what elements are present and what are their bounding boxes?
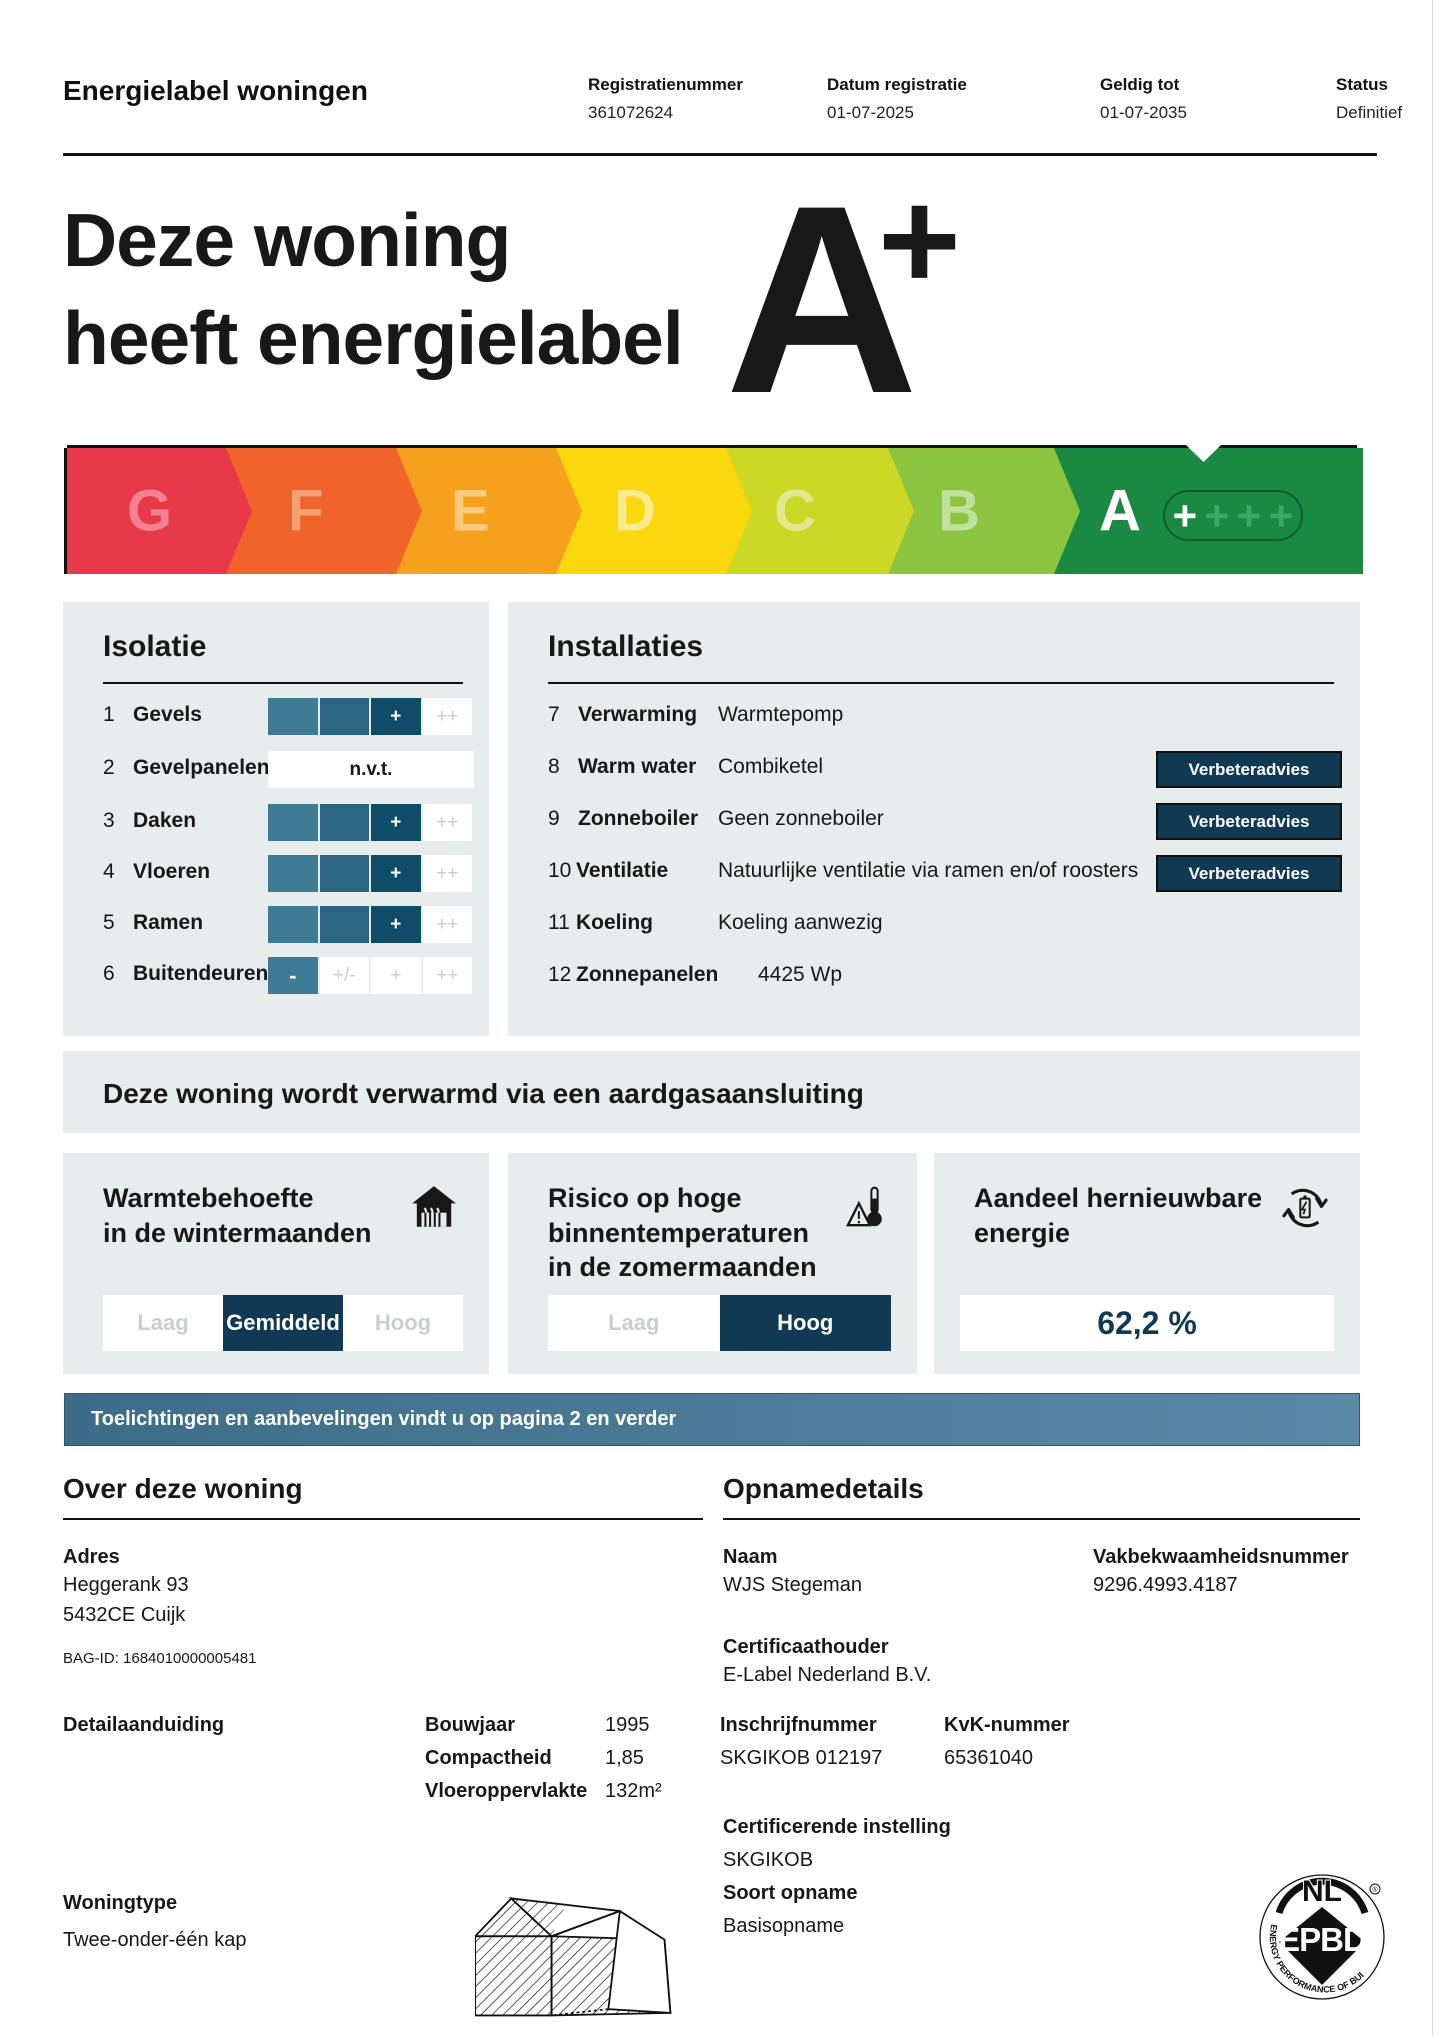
- svg-text:EPBD: EPBD: [1278, 1921, 1366, 1958]
- svg-text:NL: NL: [1302, 1875, 1342, 1908]
- svg-text:®: ®: [1372, 1886, 1378, 1894]
